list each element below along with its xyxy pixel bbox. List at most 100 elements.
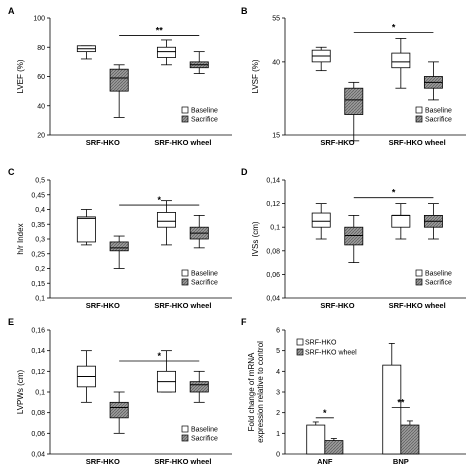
panel-e: E 0,04 0,06 0,08 0,1 0,12 0,14 0,16 LVPWs (cm) SR… [8,317,232,466]
legend-label: Sacrifice [191,117,218,124]
legend-label: Sacrifice [425,280,452,287]
y-tick-label: 0,06 [31,431,45,438]
legend-swatch [415,269,423,277]
legend-label: Baseline [425,108,452,115]
significance-label: ** [156,26,164,36]
legend-label: SRF-HKO [305,340,337,347]
y-tick-label: 0,04 [266,296,280,303]
bar-srf-hko [382,364,402,455]
panel-letter: A [8,6,15,16]
y-axis-label: LVPWs (cm) [16,370,25,415]
box-baseline [391,52,411,69]
significance-label: * [157,195,161,205]
legend-swatch [181,434,189,442]
category-label: BNP [393,457,409,466]
y-tick-label: 0,06 [266,272,280,279]
group-label: SRF-HKO [86,457,120,466]
panel-a: A 20 40 60 80 100 LVEF (%) SRF-HKO SRF-HKO wheel… [8,6,232,147]
bar-srf-hko-wheel [324,440,344,455]
y-tick-label: 0,15 [31,281,45,288]
panel-letter: E [8,317,14,327]
y-tick-label: 5 [276,348,280,355]
y-tick-label: 0,08 [266,248,280,255]
legend-swatch [415,278,423,286]
box-baseline [156,212,176,228]
legend-label: Sacrifice [191,280,218,287]
significance-label: ** [397,398,405,408]
box-baseline [311,212,331,228]
panel-c: C 0,1 0,15 0,2 0,25 0,3 0,35 0,4 0,45 0,5 h/r Inde… [8,167,232,310]
legend-swatch [181,425,189,433]
y-tick-label: 1 [276,431,280,438]
panel-letter: F [241,317,247,327]
significance-label: * [157,351,161,361]
legend-label: Baseline [425,271,452,278]
box-baseline [156,46,176,58]
group-label: SRF-HKO [320,301,354,310]
y-tick-label: 80 [37,45,45,52]
box-sacrifice [109,68,129,92]
y-tick-label: 40 [37,103,45,110]
legend-label: Baseline [191,427,218,434]
y-tick-label: 0,25 [31,251,45,258]
y-tick-label: 0,5 [35,178,45,185]
legend-swatch [181,115,189,123]
box-baseline [76,216,96,243]
y-tick-label: 100 [33,16,45,23]
significance-label: * [392,188,396,198]
group-label: SRF-HKO wheel [154,301,211,310]
group-label: SRF-HKO wheel [389,138,446,147]
y-tick-label: 0,35 [31,222,45,229]
box-sacrifice [189,381,209,393]
y-axis-label: IVSs (cm) [251,221,260,256]
legend-swatch [296,338,304,346]
legend-label: SRF-HKO wheel [305,350,357,357]
group-label: SRF-HKO [86,301,120,310]
y-tick-label: 0,1 [35,390,45,397]
group-label: SRF-HKO wheel [154,138,211,147]
panel-letter: D [241,167,248,177]
y-tick-label: 0,08 [31,410,45,417]
y-axis-label: Fold change of mRNAexpression relative t… [247,341,265,443]
legend-swatch [415,106,423,114]
bar-srf-hko [306,424,326,455]
group-label: SRF-HKO wheel [389,301,446,310]
y-tick-label: 0,14 [31,348,45,355]
panel-b: B 15 40 55 LVSF (%) SRF-HKO SRF-HKO wheel * Base… [241,6,466,147]
box-sacrifice [344,226,364,246]
legend-label: Sacrifice [191,436,218,443]
y-tick-label: 0,16 [31,328,45,335]
y-tick-label: 0,2 [35,266,45,273]
y-tick-label: 0,3 [35,237,45,244]
y-tick-label: 0,1 [35,296,45,303]
y-tick-label: 4 [276,369,280,376]
box-baseline [391,214,411,228]
y-tick-label: 0 [276,452,280,459]
group-label: SRF-HKO [86,138,120,147]
bar-srf-hko-wheel [400,424,420,455]
y-tick-label: 2 [276,410,280,417]
y-axis-label-line: expression relative to control [256,341,265,443]
y-tick-label: 0,14 [266,178,280,185]
legend-label: Baseline [191,108,218,115]
y-tick-label: 0,12 [31,369,45,376]
y-tick-label: 0,45 [31,192,45,199]
y-tick-label: 40 [272,59,280,66]
y-tick-label: 0,4 [35,207,45,214]
legend-swatch [296,348,304,356]
y-tick-label: 6 [276,328,280,335]
y-axis-label: LVSF (%) [251,59,260,93]
panel-letter: B [241,6,248,16]
panel-d: D 0,04 0,06 0,08 0,1 0,12 0,14 IVSs (cm) SRF-HKO… [241,167,466,310]
group-label: SRF-HKO [320,138,354,147]
y-tick-label: 0,1 [270,225,280,232]
panel-letter: C [8,167,15,177]
significance-label: * [323,408,327,418]
legend-label: Sacrifice [425,117,452,124]
y-tick-label: 55 [272,16,280,23]
box-sacrifice [109,241,129,252]
box-sacrifice [109,401,129,419]
y-tick-label: 0,04 [31,452,45,459]
significance-label: * [392,23,396,33]
